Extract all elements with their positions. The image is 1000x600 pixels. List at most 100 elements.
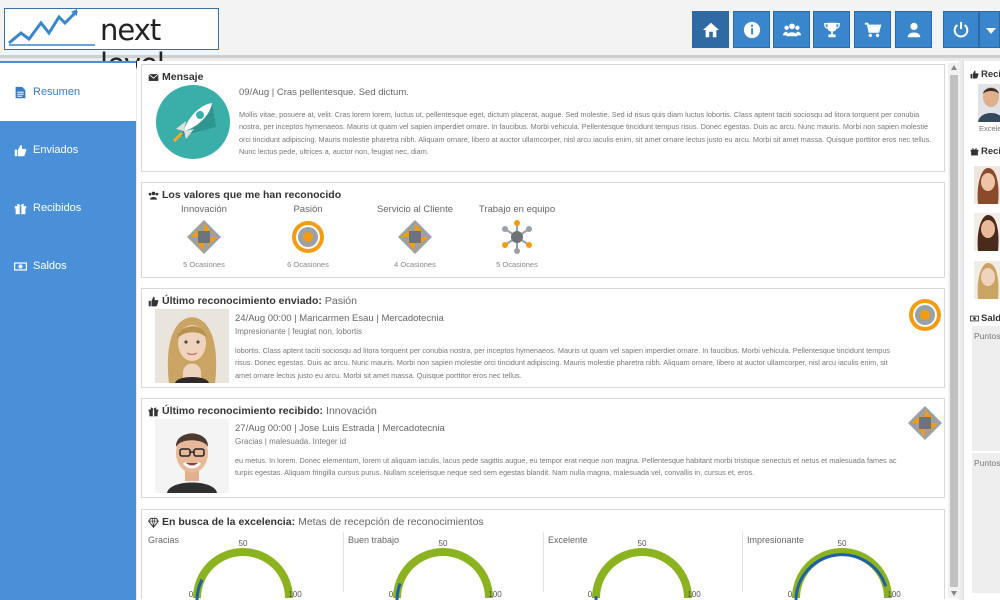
cart-button[interactable] [854,11,891,48]
right-panel: Recibidos Excelente Recibidos Saldos Pun… [963,61,1000,600]
power-icon [953,21,969,37]
gauge-track [393,548,493,599]
gauge-tick-label: 50 [638,539,647,548]
gift-icon [970,148,979,156]
passion-icon [292,221,324,253]
recibido-sub: Gracias | malesuada. Integer id [235,437,347,446]
sidebar-item-saldos[interactable]: Saldos [0,237,136,295]
recibido-body: eu metus. In lorem. Donec elementum, lor… [235,456,897,478]
gauge-tick-label: 100 [887,590,901,599]
sidebar: Resumen Enviados Recibidos Saldos [0,61,136,600]
info-button[interactable] [733,11,770,48]
profile-button[interactable] [895,11,932,48]
main-content: Mensaje 09/Aug | Cras pellentesque. Sed … [137,61,959,600]
trophy-icon [823,22,840,37]
woman-avatar [974,166,1000,204]
innovation-icon [187,220,221,254]
gauge-label: Gracias [148,535,180,545]
mensaje-date-line: 09/Aug | Cras pellentesque. Sed dictum. [239,87,409,98]
gift-icon [14,203,27,214]
sidebar-item-enviados[interactable]: Enviados [0,121,136,179]
puntos-label-1: Puntos [974,331,1000,341]
valor-servicio-cliente[interactable]: Servicio al Cliente 4 Ocasiones [376,204,454,269]
mensaje-panel: Mensaje 09/Aug | Cras pellentesque. Sed … [141,64,945,172]
enviado-sub: Impresionante | feugiat non, lobortis [235,327,363,336]
puntos-box-1 [972,326,1000,451]
user-icon [907,22,920,37]
man-avatar [155,419,229,493]
right-recibidos-title: Recibidos [970,69,1000,80]
scroll-down-arrow[interactable] [951,591,957,596]
sidebar-item-resumen[interactable]: Resumen [0,63,136,121]
right-recibidos2-title: Recibidos [970,146,1000,157]
gauge-tick-label: 50 [838,539,847,548]
thumbs-up-icon [970,70,979,79]
gauge-tick-label: 0 [189,590,194,599]
divider [543,532,544,592]
trophy-button[interactable] [813,11,850,48]
money-icon [14,261,27,271]
gauge-tick-label: 100 [488,590,502,599]
gauge-tick-label: 0 [588,590,593,599]
puntos-box-2 [972,453,1000,593]
gauge-tick-label: 0 [389,590,394,599]
innovation-icon [908,406,942,440]
home-button[interactable] [692,11,729,48]
scroll-up-arrow[interactable] [951,65,957,70]
scroll-thumb[interactable] [950,75,958,587]
document-icon [15,86,26,98]
sidebar-item-label: Resumen [33,86,81,98]
passion-icon [909,299,941,331]
gauge-tick-label: 50 [239,539,248,548]
gift-icon [148,407,159,416]
gauge-tick-label: 0 [788,590,793,599]
valor-innovacion[interactable]: Innovación 5 Ocasiones [181,204,227,269]
home-icon [702,22,719,37]
thumbs-up-icon [148,296,159,306]
woman-avatar [155,309,229,383]
divider [343,532,344,592]
woman-avatar [974,261,1000,299]
users-icon [148,191,159,200]
teamwork-icon [502,220,532,254]
gauge-label: Buen trabajo [348,535,400,545]
gauge-track [592,548,692,599]
gauge-value-arc [395,583,402,600]
gauge-value-arc [195,578,204,600]
users-button[interactable] [773,11,810,48]
money-icon [970,315,979,322]
gauge-track [193,548,293,599]
logo[interactable]: next level [4,8,219,81]
logo-graph-icon [8,9,95,46]
divider [742,532,743,592]
ultimo-recibido-panel: Último reconocimiento recibido: Innovaci… [141,398,945,498]
power-button[interactable] [943,11,979,48]
thumbs-up-icon [14,144,27,156]
users-icon [782,23,801,36]
panel-title: Los valores que me han reconocido [148,189,341,201]
gauge-tick-label: 100 [687,590,701,599]
main-scrollbar[interactable] [948,63,960,598]
recibido-meta: 27/Aug 00:00 | Jose Luis Estrada | Merca… [235,423,445,434]
panel-title: Mensaje [148,71,203,83]
sidebar-item-label: Enviados [33,144,79,156]
panel-title: Último reconocimiento recibido: Innovaci… [148,405,377,417]
gauges-group: 0 50 100 0 50 100 0 50 100 0 50 100 [189,539,901,600]
sidebar-item-label: Recibidos [33,202,82,214]
valor-pasion[interactable]: Pasión 6 Ocasiones [287,204,329,269]
gauge-tick-label: 100 [288,590,302,599]
sender-photo [155,309,229,383]
enviado-meta: 24/Aug 00:00 | Maricarmen Esau | Mercado… [235,313,444,324]
valores-panel: Los valores que me han reconocido Innova… [141,182,945,278]
info-icon [743,21,760,38]
puntos-label-2: Puntos [974,458,1000,468]
valor-trabajo-equipo[interactable]: Trabajo en equipo 5 Ocasiones [478,204,556,269]
diamond-icon [148,517,159,528]
power-menu-caret[interactable] [979,11,1000,48]
sidebar-item-recibidos[interactable]: Recibidos [0,179,136,237]
gauge-label: Impresionante [747,535,805,545]
rocket-icon [156,85,230,159]
panel-title: En busca de la excelencia: Metas de rece… [148,516,484,528]
mensaje-body: Mollis vitae, posuere at, velit. Cras lo… [239,110,932,157]
enviado-body: lobortis. Class aptent taciti sociosqu a… [235,346,891,380]
